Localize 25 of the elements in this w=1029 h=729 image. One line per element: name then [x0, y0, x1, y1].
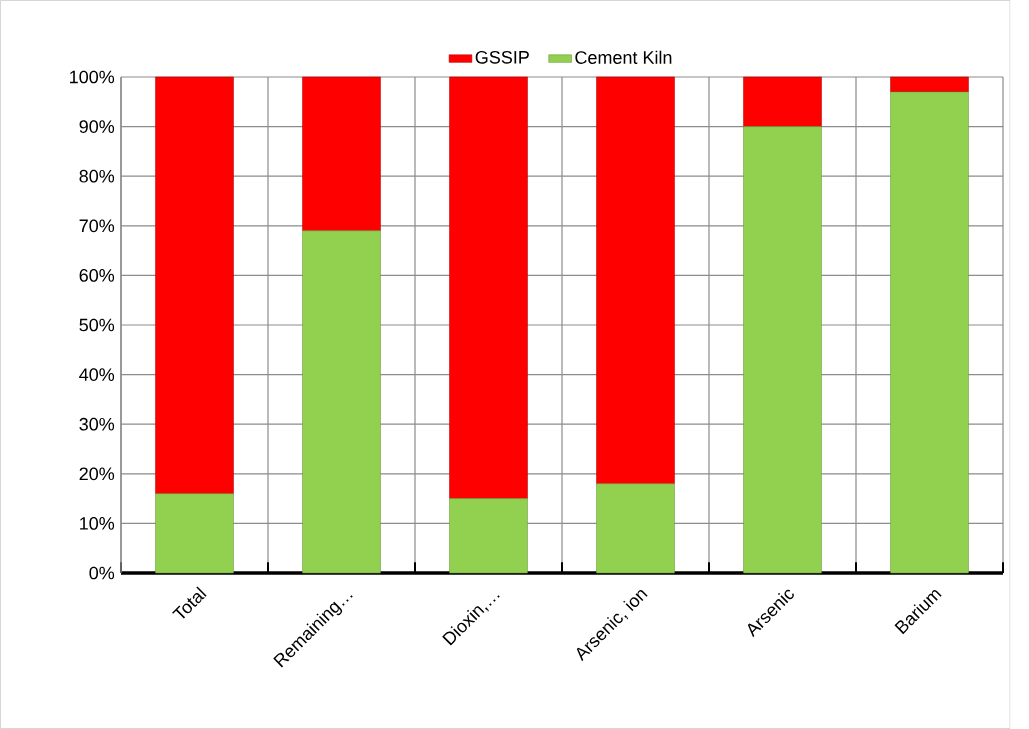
bar — [596, 76, 675, 484]
bar — [890, 91, 969, 574]
bar — [155, 76, 234, 494]
bar — [302, 76, 381, 232]
y-tick-label: 100% — [70, 70, 115, 84]
legend-label: GSSIP — [475, 50, 529, 64]
bar — [743, 76, 822, 127]
legend-label: Cement Kiln — [575, 50, 672, 64]
y-tick-label: 10% — [80, 517, 115, 530]
bar — [449, 76, 528, 499]
bar — [155, 493, 234, 574]
y-tick-label: 30% — [79, 417, 115, 431]
bar — [302, 230, 381, 574]
y-tick-label: 90% — [79, 120, 115, 133]
bar — [596, 483, 675, 574]
y-tick-label: 0% — [89, 566, 115, 580]
bar — [449, 498, 528, 574]
y-tick-label: 20% — [79, 467, 115, 481]
y-tick-label: 50% — [79, 318, 115, 332]
y-tick-label: 70% — [79, 219, 115, 233]
y-tick-label: 80% — [79, 169, 115, 183]
bar — [743, 126, 822, 574]
bar — [890, 76, 969, 93]
y-tick-label: 60% — [79, 269, 115, 282]
y-tick-label: 40% — [79, 368, 115, 381]
